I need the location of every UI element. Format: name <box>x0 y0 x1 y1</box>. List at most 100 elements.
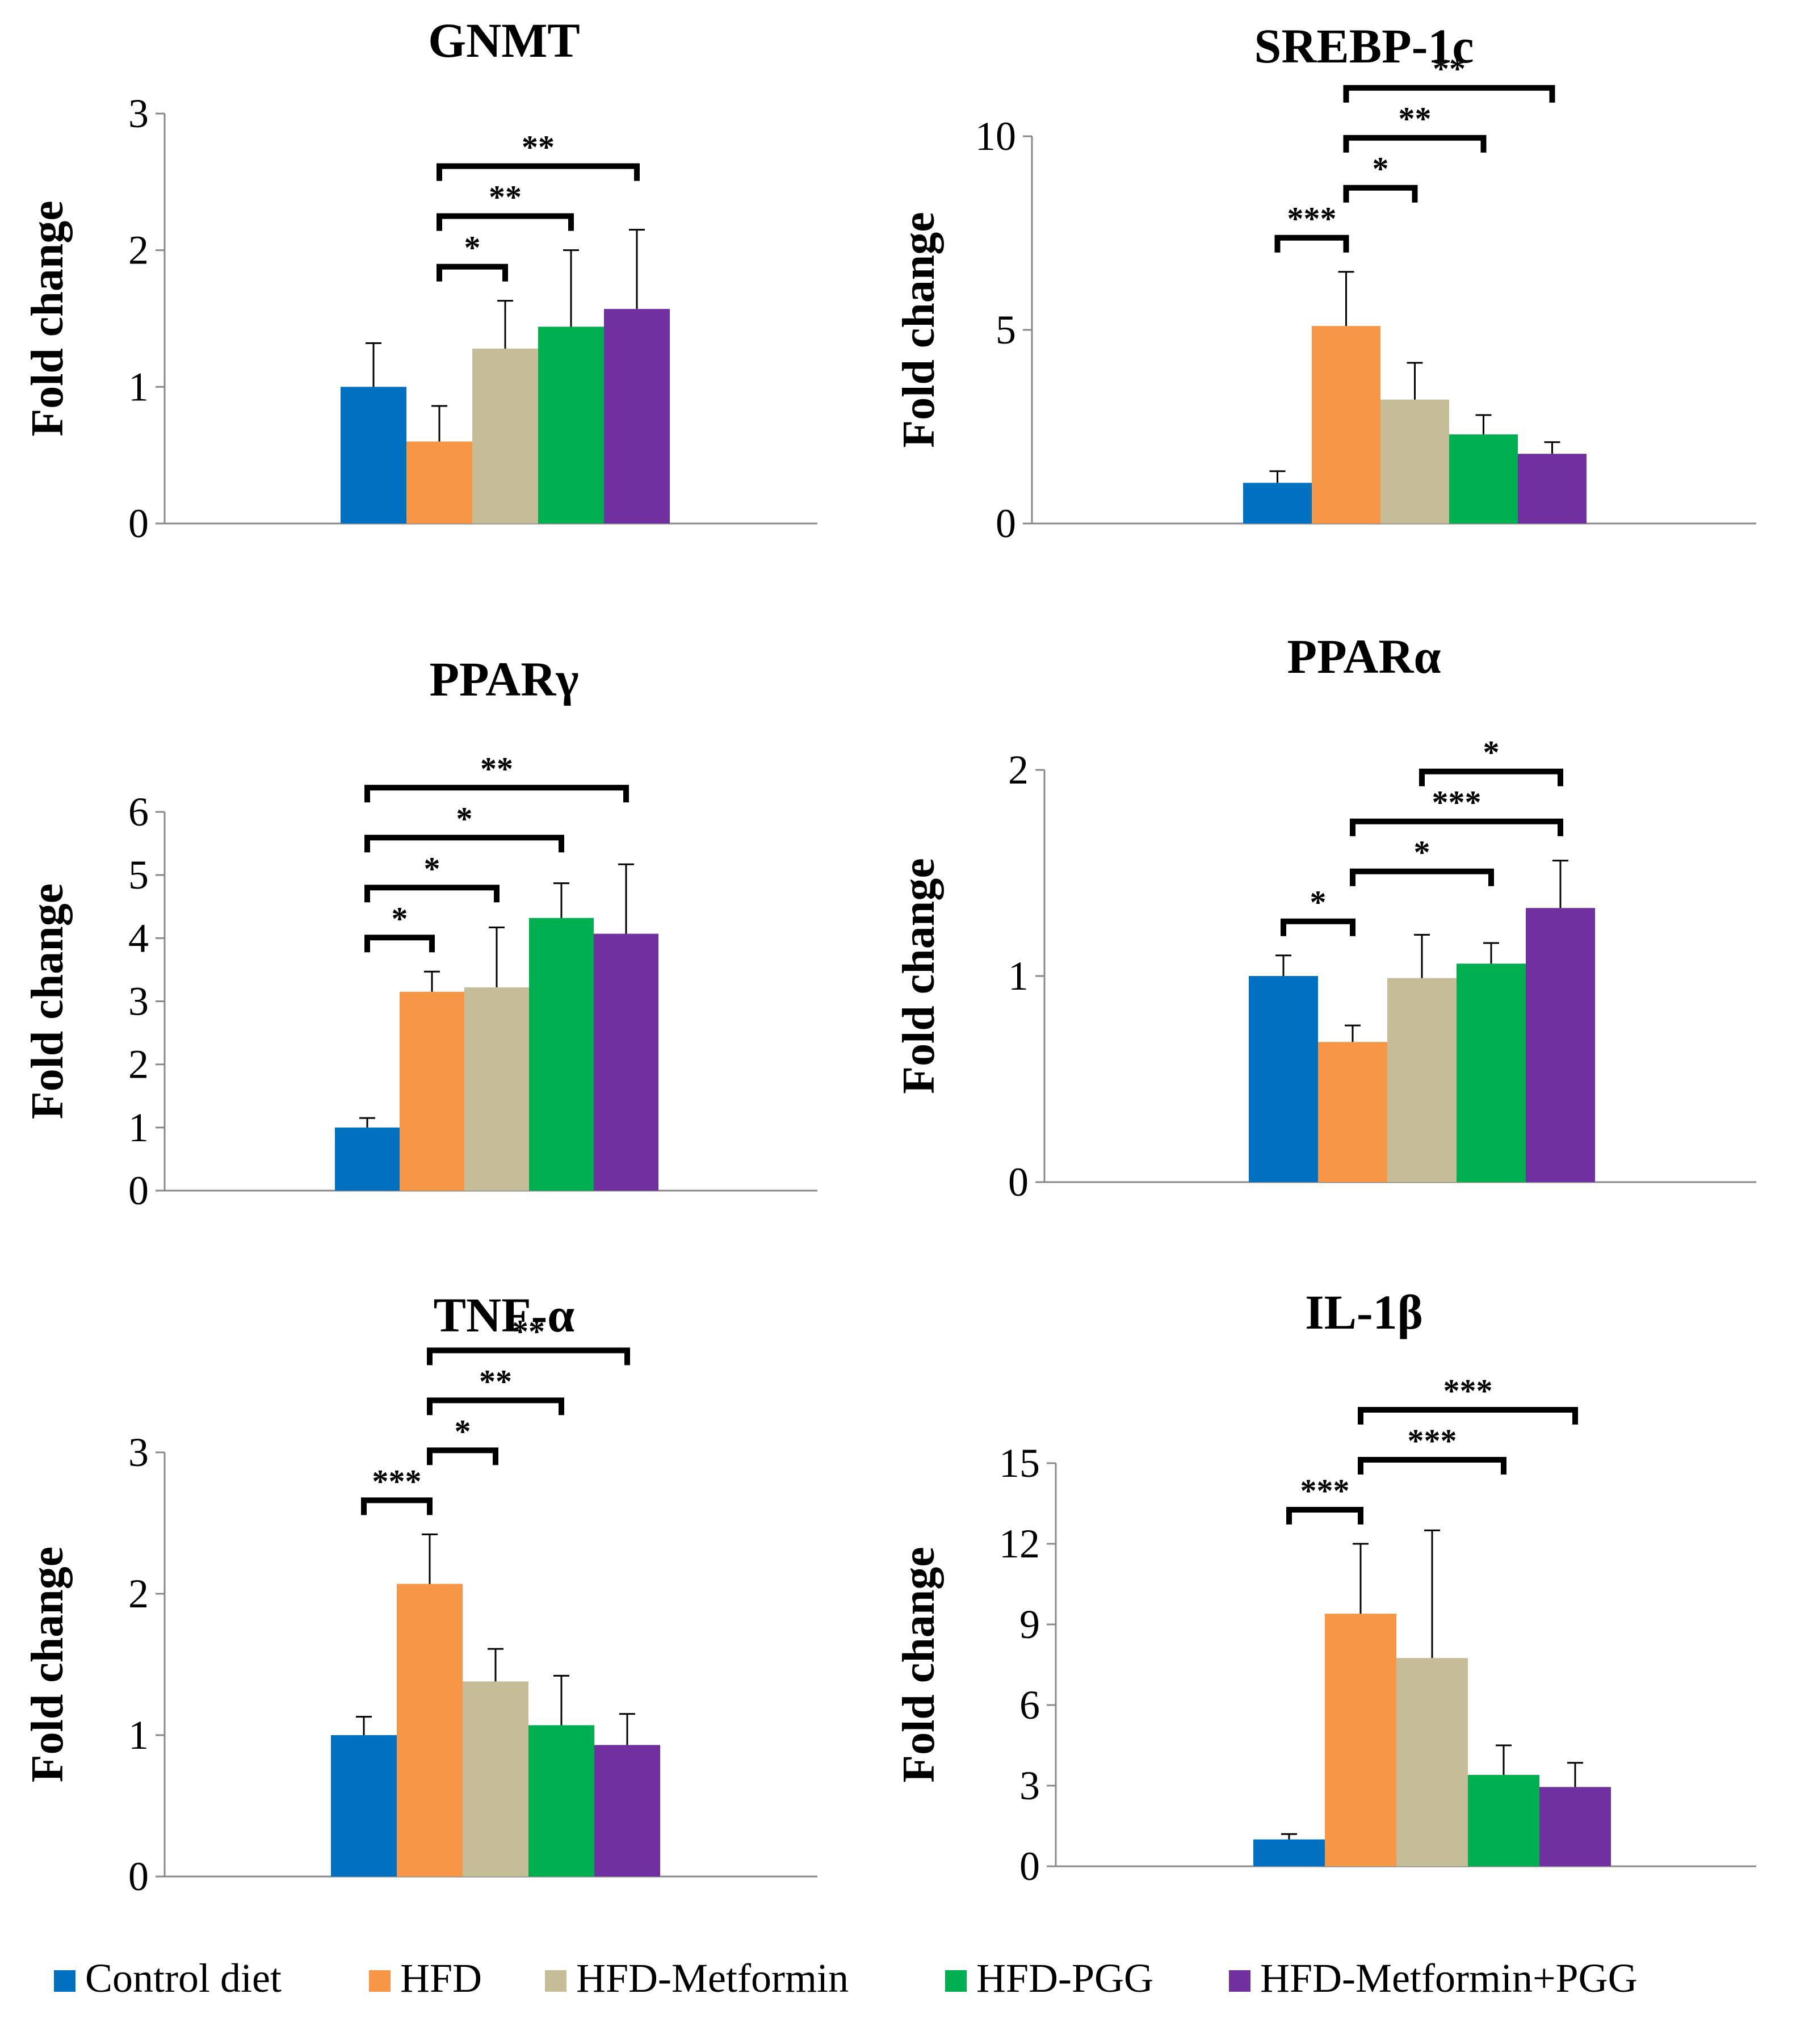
y-axis-label: Fold change <box>894 858 944 1094</box>
significance-bracket <box>437 213 574 231</box>
legend-item: Control diet <box>54 1955 282 2001</box>
significance-bracket <box>1286 1507 1363 1524</box>
significance-bracket <box>1350 868 1494 886</box>
significance-label: *** <box>1300 1472 1350 1509</box>
bar <box>1253 1839 1325 1866</box>
significance-label: ** <box>480 750 513 787</box>
significance-label: * <box>456 800 473 837</box>
significance-bracket <box>1419 768 1563 786</box>
bar <box>594 1745 660 1877</box>
legend-label: HFD-Metformin+PGG <box>1260 1955 1638 2001</box>
legend-swatch <box>369 1970 391 1992</box>
bar <box>331 1735 397 1877</box>
significance-label: *** <box>1408 1422 1457 1459</box>
y-tick-label: 4 <box>128 915 149 961</box>
bar <box>397 1584 463 1877</box>
significance-bracket <box>1358 1457 1506 1475</box>
bar <box>341 387 406 523</box>
bar <box>1325 1614 1396 1866</box>
bar <box>594 933 658 1191</box>
bar <box>335 1127 400 1191</box>
legend-label: HFD-PGG <box>976 1955 1153 2001</box>
chart-title: IL-1β <box>1305 1285 1423 1339</box>
significance-label: * <box>392 900 408 937</box>
significance-bracket <box>1358 1407 1578 1425</box>
chart-title: PPARα <box>1287 629 1441 684</box>
legend-swatch <box>1229 1970 1250 1992</box>
chart-title: PPARγ <box>429 652 578 706</box>
significance-bracket <box>1274 234 1349 253</box>
significance-bracket <box>364 935 435 953</box>
bar <box>1449 434 1518 523</box>
significance-bracket <box>1350 818 1563 836</box>
legend-item: HFD-Metformin <box>545 1955 849 2001</box>
y-tick-label: 9 <box>1019 1602 1040 1647</box>
y-tick-label: 0 <box>128 1854 149 1899</box>
significance-bracket <box>364 835 564 853</box>
y-tick-label: 0 <box>996 501 1016 546</box>
y-tick-label: 1 <box>128 364 149 409</box>
y-tick-label: 3 <box>128 979 149 1024</box>
significance-bracket <box>364 885 500 903</box>
bar <box>1312 326 1380 523</box>
significance-label: *** <box>1287 200 1337 237</box>
legend: Control diet HFD HFD-Metformin HFD-PGG HFD-M… <box>54 1955 1638 2001</box>
legend-label: HFD-Metformin <box>576 1955 849 2001</box>
chart-5: IL-1β Fold change 0 3 6 9 12 15 *** *** *** <box>894 1285 1756 1889</box>
y-tick-label: 2 <box>128 228 149 273</box>
y-tick-label: 6 <box>1019 1682 1040 1728</box>
legend-item: HFD-Metformin+PGG <box>1229 1955 1638 2001</box>
y-axis-label: Fold change <box>23 883 73 1120</box>
significance-label: ** <box>489 179 522 216</box>
chart-title: GNMT <box>428 13 580 68</box>
significance-label: * <box>455 1413 471 1450</box>
y-tick-label: 2 <box>128 1042 149 1087</box>
significance-bracket <box>1343 135 1487 153</box>
significance-bracket <box>427 1347 630 1366</box>
chart-title: SREBP-1c <box>1254 19 1474 73</box>
significance-bracket <box>1343 185 1418 203</box>
bar <box>1318 1042 1387 1182</box>
bar <box>538 326 604 523</box>
significance-bracket <box>361 1497 433 1515</box>
significance-bracket <box>1343 85 1555 103</box>
bar <box>528 1725 594 1877</box>
significance-label: ** <box>512 1313 545 1350</box>
bar <box>529 918 594 1191</box>
significance-label: * <box>464 229 481 266</box>
significance-bracket <box>427 1447 498 1465</box>
significance-label: ** <box>522 129 555 166</box>
bar <box>1468 1775 1539 1866</box>
y-tick-label: 1 <box>1008 953 1029 999</box>
significance-label: * <box>424 850 440 887</box>
significance-bracket <box>437 163 640 181</box>
y-axis-label: Fold change <box>23 1547 73 1783</box>
bar <box>1396 1658 1468 1866</box>
significance-bracket <box>437 263 508 282</box>
y-axis-label: Fold change <box>894 1547 944 1783</box>
bar <box>463 1681 528 1877</box>
legend-swatch <box>945 1970 967 1992</box>
bar <box>1518 454 1587 523</box>
significance-label: * <box>1310 884 1327 921</box>
y-tick-label: 2 <box>1008 747 1029 793</box>
legend-label: Control diet <box>85 1955 282 2001</box>
y-tick-label: 3 <box>128 1430 149 1475</box>
y-tick-label: 6 <box>128 789 149 835</box>
significance-bracket <box>1281 918 1355 936</box>
bar <box>406 441 472 523</box>
significance-label: ** <box>1433 51 1466 87</box>
legend-swatch <box>54 1970 75 1992</box>
y-tick-label: 15 <box>999 1440 1040 1486</box>
significance-label: * <box>1414 834 1430 871</box>
legend-swatch <box>545 1970 566 1992</box>
significance-bracket <box>364 785 629 803</box>
y-tick-label: 12 <box>999 1521 1040 1566</box>
legend-item: HFD <box>369 1955 482 2001</box>
y-axis-label: Fold change <box>894 212 944 448</box>
y-tick-label: 2 <box>128 1571 149 1616</box>
